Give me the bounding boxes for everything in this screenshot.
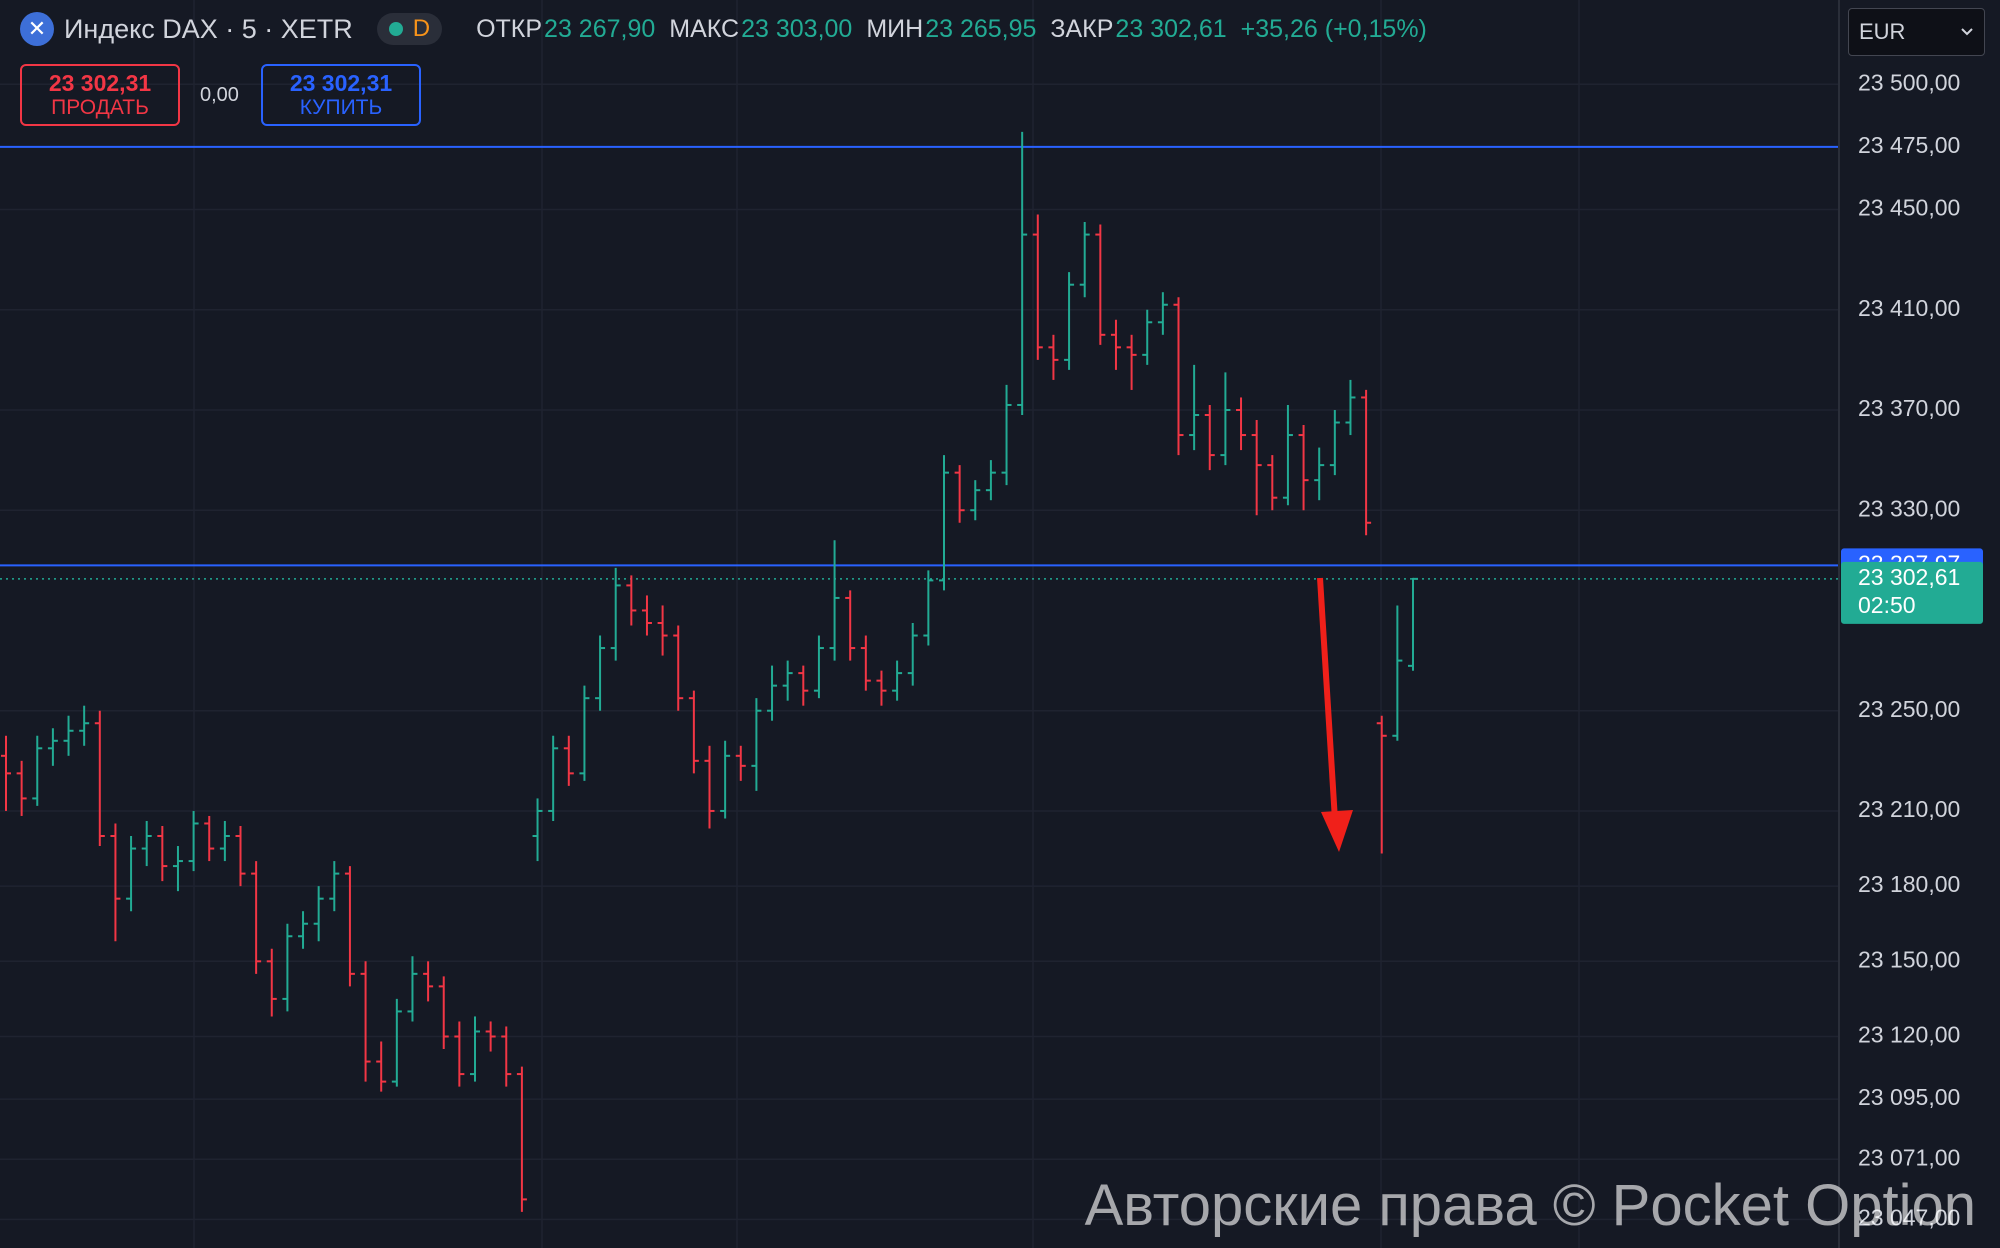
y-tick-label: 23 180,00 [1858,871,1960,897]
currency: EUR [1859,19,1906,44]
stat: ЗАКР23 302,61 [1050,15,1226,44]
y-tick-label: 23 210,00 [1858,796,1960,822]
interval-badge: D [412,15,431,42]
axis-background [1838,0,2000,1248]
market-badge: D [376,13,443,45]
stat-value: 23 302,61 [1115,14,1227,43]
level-lines [0,145,1838,580]
buy-price: 23 302,31 [289,69,393,96]
y-tick-label: 23 120,00 [1858,1022,1960,1048]
change: +35,26 (+0,15%) [1240,14,1427,43]
y-tick-label: 23 370,00 [1858,395,1960,421]
symbol-title: Индекс DAX · 5 · XETR [64,13,353,44]
stat-name: МИН [866,14,924,43]
last-price-box [1841,561,1983,624]
buy-label: КУПИТЬ [299,96,383,120]
status-dot [388,22,403,36]
header: ✕ Индекс DAX · 5 · XETR D ОТКР23 267,90 М… [20,12,1427,46]
last-price-label: 23 302,61 [1858,564,1960,590]
y-tick-label: 23 095,00 [1858,1084,1960,1110]
plot-background [0,0,1838,1248]
y-tick-label: 23 410,00 [1858,295,1960,321]
stat-value: 23 265,95 [925,14,1037,43]
y-tick-label: 23 047,00 [1858,1205,1960,1231]
ohlc-stats: ОТКР23 267,90 МАКС23 303,00 МИН23 265,95 ЗА… [476,15,1427,44]
stat-name: ЗАКР [1050,14,1114,43]
y-tick-label: 23 250,00 [1858,696,1960,722]
symbol-logo: ✕ [20,12,54,46]
stat-value: 23 267,90 [544,14,656,43]
sell-button[interactable]: 23 302,31 ПРОДАТЬ [20,64,180,126]
currency-select[interactable]: EUR [1848,8,1985,56]
y-tick-label: 23 150,00 [1858,946,1960,972]
stat-value: 23 303,00 [741,14,853,43]
y-tick-label: 23 071,00 [1858,1144,1960,1170]
sell-label: ПРОДАТЬ [51,96,149,120]
y-tick-label: 23 450,00 [1858,195,1960,221]
sell-price: 23 302,31 [48,69,152,96]
stat: МИН23 265,95 [866,15,1036,44]
watermark: Авторские права © Pocket Option [1084,1173,1976,1238]
arrow-shaft [1317,577,1338,821]
vertical-grid [193,0,1580,1248]
spread: 0,00 [200,84,239,106]
stat-name: МАКС [669,14,740,43]
countdown-label: 02:50 [1858,592,1916,618]
stat: МАКС23 303,00 [669,15,852,44]
y-tick-label: 23 500,00 [1858,69,1960,95]
bars [1,131,1418,1212]
stat: ОТКР23 267,90 [476,15,655,44]
y-tick-label: 23 475,00 [1858,132,1960,158]
arrow-head [1321,810,1353,852]
buy-button[interactable]: 23 302,31 КУПИТЬ [261,64,421,126]
dropdown-caret [1961,28,1973,36]
y-tick-label: 23 330,00 [1858,495,1960,521]
annotation-arrow [1317,577,1353,852]
grid [0,83,1838,1221]
y-axis: 23 500,00 23 475,00 23 450,00 23 410,00 23 3… [1841,69,1983,1231]
stat-name: ОТКР [476,14,543,43]
